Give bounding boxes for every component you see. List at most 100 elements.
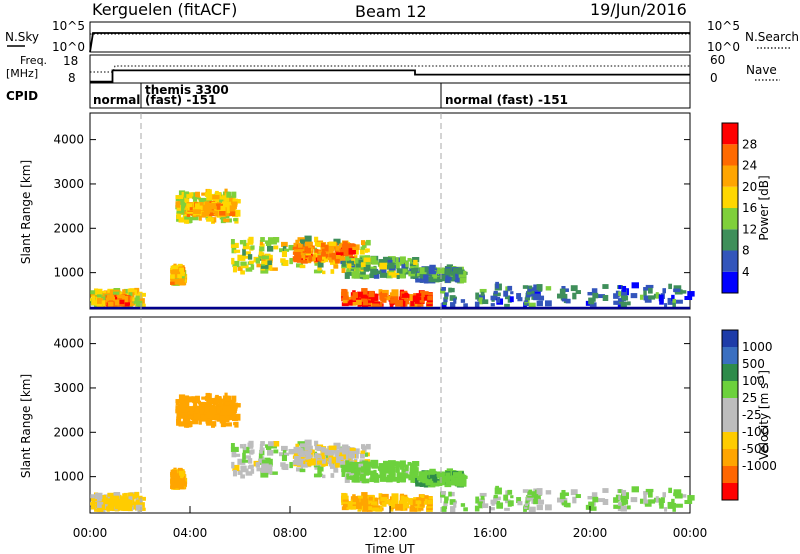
velocity-echo-cell — [490, 507, 495, 511]
velocity-echo-cell — [219, 415, 226, 420]
velocity-echo-cell — [621, 493, 628, 500]
power-echo-cell — [229, 205, 235, 212]
velocity-echo-cell — [363, 461, 371, 467]
velocity-echo-cell — [442, 505, 448, 510]
y-tick-label: 3000 — [53, 381, 84, 395]
velocity-echo-cell — [346, 473, 350, 477]
velocity-echo-cell — [181, 401, 188, 405]
power-echo-cell — [420, 279, 426, 283]
power-echo-cell — [206, 189, 212, 196]
power-echo-cell — [570, 285, 578, 292]
velocity-echo-cell — [335, 462, 340, 468]
velocity-echo-cell — [668, 487, 673, 494]
power-echo-cell — [229, 201, 238, 207]
power-echo-cell — [292, 246, 301, 251]
power-echo-cell — [395, 299, 403, 307]
power-echo-cell — [219, 205, 226, 212]
power-echo-cell — [201, 211, 206, 217]
velocity-echo-cell — [266, 458, 273, 466]
velocity-echo-cell — [292, 460, 300, 465]
power-echo-cell — [292, 256, 300, 261]
power-echo-cell — [232, 265, 237, 273]
power-echo-cell — [328, 257, 334, 263]
power-echo-cell — [561, 298, 567, 302]
power-echo-cell — [384, 295, 391, 301]
freq-left-tick-top: 18 — [63, 54, 78, 68]
velocity-echo-cell — [305, 451, 311, 458]
velocity-echo-cell — [283, 452, 290, 456]
power-echo-cell — [324, 258, 328, 263]
velocity-echo-cell — [300, 450, 309, 457]
power-echo-cell — [295, 263, 304, 268]
velocity-echo-cell — [224, 401, 230, 406]
power-echo-cell — [335, 245, 341, 251]
velocity-echo-cell — [346, 464, 355, 470]
power-echo-cell — [346, 260, 355, 266]
power-echo-cell — [509, 296, 514, 303]
power-echo-cell — [297, 251, 305, 257]
velocity-echo-cell — [229, 405, 238, 411]
power-echo-cell — [101, 296, 108, 301]
velocity-echo-cell — [186, 398, 193, 403]
velocity-echo-cell — [117, 498, 125, 505]
power-echo-cell — [324, 244, 329, 252]
power-echo-cell — [175, 197, 180, 202]
power-echo-cell — [298, 243, 303, 248]
velocity-echo-cell — [297, 455, 305, 461]
power-echo-cell — [289, 257, 293, 265]
velocity-echo-cell — [206, 398, 214, 405]
power-echo-cell — [504, 303, 510, 307]
velocity-ylabel: Slant Range [km] — [19, 374, 33, 478]
velocity-echo-cell — [504, 507, 510, 511]
power-echo-cell — [183, 205, 188, 210]
velocity-echo-cell — [493, 496, 501, 501]
power-echo-cell — [589, 302, 597, 307]
velocity-echo-cell — [281, 445, 288, 451]
power-echo-cell — [294, 251, 301, 258]
velocity-echo-cell — [440, 478, 446, 483]
power-echo-cell — [387, 259, 393, 264]
power-echo-cell — [266, 254, 273, 262]
velocity-echo-cell — [575, 494, 581, 499]
velocity-echo-cell — [321, 452, 326, 460]
velocity-echo-cell — [229, 415, 236, 421]
freq-label-line2: [MHz] — [6, 67, 38, 80]
velocity-echo-cell — [230, 443, 235, 449]
power-echo-cell — [382, 256, 390, 263]
power-echo-cell — [314, 236, 319, 243]
power-echo-cell — [545, 286, 552, 291]
power-echo-cell — [228, 195, 234, 203]
velocity-echo-cell — [184, 420, 190, 424]
power-echo-cell — [224, 204, 232, 212]
velocity-echo-cell — [119, 503, 125, 509]
velocity-echo-cell — [219, 403, 224, 407]
power-echo-cell — [91, 295, 96, 300]
velocity-echo-cell — [559, 492, 566, 500]
velocity-echo-cell — [329, 464, 338, 469]
x-tick-label: 00:00 — [673, 526, 708, 540]
power-echo-cell — [114, 299, 120, 306]
velocity-echo-cell — [281, 455, 287, 462]
velocity-echo-cell — [328, 449, 335, 456]
velocity-echo-cell — [230, 446, 239, 452]
power-echo-cell — [396, 268, 403, 274]
power-echo-cell — [178, 202, 186, 209]
power-echo-cell — [175, 195, 184, 200]
velocity-echo-cell — [510, 495, 514, 499]
velocity-echo-cell — [561, 502, 567, 506]
power-echo-cell — [639, 294, 644, 300]
velocity-echo-cell — [527, 491, 536, 495]
velocity-echo-cell — [415, 503, 422, 508]
nsky-label: N.Sky — [5, 30, 39, 44]
power-colorbar-tick-label: 16 — [742, 201, 757, 215]
velocity-echo-cell — [536, 504, 543, 511]
power-echo-cell — [341, 288, 347, 296]
power-echo-cell — [351, 298, 358, 304]
velocity-echo-cell — [371, 464, 379, 469]
velocity-echo-cell — [538, 489, 543, 496]
velocity-echo-cell — [658, 498, 664, 506]
power-echo-cell — [668, 283, 673, 290]
power-echo-cell — [592, 292, 599, 299]
velocity-echo-cell — [183, 414, 188, 418]
power-echo-cell — [335, 254, 341, 261]
